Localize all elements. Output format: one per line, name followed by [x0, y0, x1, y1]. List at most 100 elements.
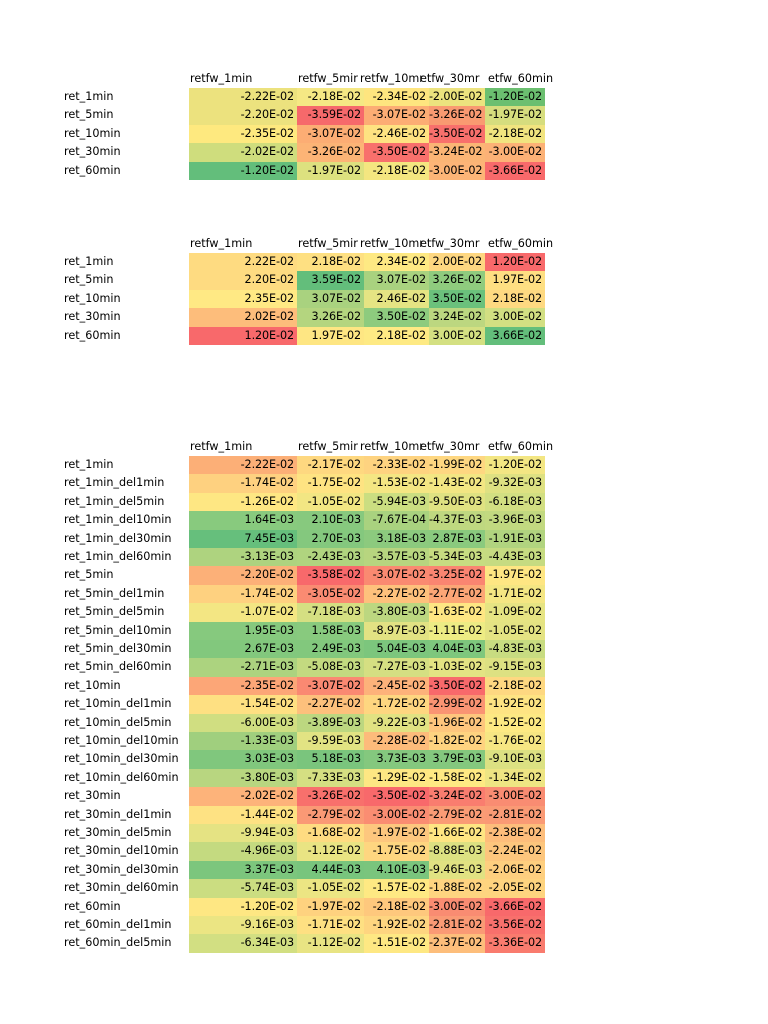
value-cell[interactable]: 2.18E-02 [364, 326, 429, 345]
value-cell[interactable]: 2.34E-02 [364, 253, 429, 272]
value-cell[interactable]: -3.50E-02 [429, 124, 485, 144]
column-header[interactable]: retfw_5mir [298, 72, 358, 85]
value-cell[interactable]: -2.99E-02 [429, 695, 485, 714]
column-header[interactable]: etfw_30mr [420, 72, 480, 85]
row-label[interactable]: ret_5min_del30min [64, 642, 172, 655]
value-cell[interactable]: -2.38E-02 [485, 824, 545, 843]
column-header[interactable]: etfw_60min [488, 440, 554, 453]
row-label[interactable]: ret_30min_del10min [64, 844, 179, 858]
value-cell[interactable]: -1.29E-02 [364, 768, 429, 788]
value-cell[interactable]: -3.56E-02 [485, 916, 545, 935]
value-cell[interactable]: -4.96E-03 [189, 842, 297, 861]
value-cell[interactable]: -3.96E-03 [485, 511, 545, 530]
value-cell[interactable]: 2.18E-02 [485, 289, 545, 309]
row-label[interactable]: ret_10min_del10min [64, 734, 179, 747]
row-label[interactable]: ret_60min [64, 328, 121, 342]
value-cell[interactable]: 3.24E-02 [429, 308, 485, 327]
value-cell[interactable]: -2.02E-02 [189, 787, 297, 806]
value-cell[interactable]: -2.79E-02 [297, 805, 364, 824]
row-label[interactable]: ret_1min_del1min [64, 476, 165, 490]
value-cell[interactable]: -1.20E-02 [485, 88, 545, 107]
value-cell[interactable]: -1.57E-02 [364, 879, 429, 898]
column-header[interactable]: retfw_10mr [360, 440, 424, 453]
value-cell[interactable]: 3.73E-03 [364, 750, 429, 769]
value-cell[interactable]: 3.00E-02 [429, 326, 485, 345]
value-cell[interactable]: -2.34E-02 [364, 88, 429, 107]
value-cell[interactable]: -5.34E-03 [429, 548, 485, 567]
row-label[interactable]: ret_5min [64, 273, 114, 287]
value-cell[interactable]: -2.27E-02 [297, 695, 364, 714]
value-cell[interactable]: 1.58E-03 [297, 621, 364, 640]
row-label[interactable]: ret_1min_del30min [64, 531, 172, 545]
value-cell[interactable]: -2.24E-02 [485, 842, 545, 861]
row-label[interactable]: ret_30min_del30min [64, 862, 179, 876]
row-label[interactable]: ret_60min_del1min [64, 918, 172, 931]
column-header[interactable]: retfw_5mir [298, 237, 358, 250]
value-cell[interactable]: -9.59E-03 [297, 732, 364, 751]
column-header[interactable]: retfw_1min [190, 72, 253, 85]
row-label[interactable]: ret_10min_del1min [64, 697, 172, 711]
value-cell[interactable]: -2.35E-02 [189, 124, 297, 144]
value-cell[interactable]: -2.20E-02 [189, 566, 297, 585]
value-cell[interactable]: -1.66E-02 [429, 824, 485, 843]
value-cell[interactable]: -7.27E-03 [364, 658, 429, 677]
value-cell[interactable]: -2.35E-02 [189, 676, 297, 696]
value-cell[interactable]: -9.16E-03 [189, 916, 297, 935]
value-cell[interactable]: -9.22E-03 [364, 713, 429, 732]
row-label[interactable]: ret_10min_del5min [64, 715, 172, 729]
value-cell[interactable]: -5.08E-03 [297, 658, 364, 677]
row-label[interactable]: ret_5min_del1min [64, 586, 165, 600]
value-cell[interactable]: -2.71E-03 [189, 658, 297, 677]
value-cell[interactable]: -1.92E-02 [485, 695, 545, 714]
value-cell[interactable]: 4.44E-03 [297, 860, 364, 880]
value-cell[interactable]: 3.79E-03 [429, 750, 485, 769]
value-cell[interactable]: -1.12E-02 [297, 934, 364, 953]
row-label[interactable]: ret_30min [64, 789, 121, 803]
value-cell[interactable]: -3.00E-02 [485, 143, 545, 162]
column-header[interactable]: retfw_10mr [360, 72, 424, 85]
value-cell[interactable]: -3.26E-02 [297, 787, 364, 806]
value-cell[interactable]: -1.71E-02 [297, 916, 364, 935]
value-cell[interactable]: -9.15E-03 [485, 658, 545, 677]
value-cell[interactable]: -8.97E-03 [364, 621, 429, 640]
value-cell[interactable]: -1.58E-02 [429, 768, 485, 788]
column-header[interactable]: retfw_5mir [298, 440, 358, 453]
value-cell[interactable]: -9.32E-03 [485, 474, 545, 493]
row-label[interactable]: ret_5min_del10min [64, 623, 172, 637]
column-header[interactable]: etfw_30mr [420, 237, 480, 250]
value-cell[interactable]: -1.82E-02 [429, 732, 485, 751]
value-cell[interactable]: -1.63E-02 [429, 603, 485, 622]
value-cell[interactable]: 1.20E-02 [189, 326, 297, 345]
value-cell[interactable]: -1.76E-02 [485, 732, 545, 751]
row-label[interactable]: ret_1min_del60min [64, 550, 172, 563]
value-cell[interactable]: -1.75E-02 [364, 842, 429, 861]
value-cell[interactable]: -9.10E-03 [485, 750, 545, 769]
value-cell[interactable]: -1.44E-02 [189, 805, 297, 824]
row-label[interactable]: ret_5min [64, 568, 114, 582]
value-cell[interactable]: -2.81E-02 [429, 916, 485, 935]
value-cell[interactable]: -1.97E-02 [364, 824, 429, 843]
value-cell[interactable]: 2.00E-02 [429, 253, 485, 272]
row-label[interactable]: ret_60min [64, 899, 121, 913]
value-cell[interactable]: 4.04E-03 [429, 640, 485, 659]
column-header[interactable]: etfw_60min [488, 72, 554, 85]
column-header[interactable]: etfw_30mr [420, 440, 480, 453]
value-cell[interactable]: -2.18E-02 [485, 676, 545, 696]
value-cell[interactable]: 3.07E-02 [297, 289, 364, 309]
value-cell[interactable]: -5.94E-03 [364, 492, 429, 512]
value-cell[interactable]: 4.10E-03 [364, 860, 429, 880]
value-cell[interactable]: -1.74E-02 [189, 584, 297, 604]
value-cell[interactable]: -2.18E-02 [364, 897, 429, 916]
value-cell[interactable]: 2.49E-03 [297, 640, 364, 659]
value-cell[interactable]: -1.71E-02 [485, 584, 545, 604]
value-cell[interactable]: -1.99E-02 [429, 456, 485, 475]
value-cell[interactable]: -1.97E-02 [485, 566, 545, 585]
value-cell[interactable]: -2.37E-02 [429, 934, 485, 953]
value-cell[interactable]: 3.26E-02 [297, 308, 364, 327]
value-cell[interactable]: -3.07E-02 [297, 124, 364, 144]
column-header[interactable]: retfw_10mr [360, 237, 424, 250]
value-cell[interactable]: -1.43E-02 [429, 474, 485, 493]
row-label[interactable]: ret_1min [64, 458, 114, 471]
value-cell[interactable]: -3.50E-02 [364, 143, 429, 162]
value-cell[interactable]: -8.88E-03 [429, 842, 485, 861]
